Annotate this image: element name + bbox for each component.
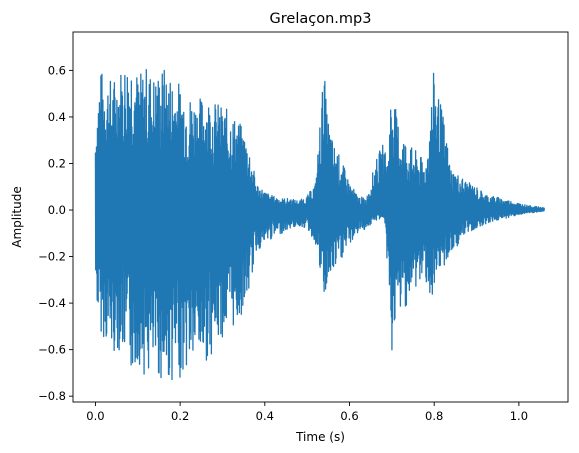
x-tick-label: 0.0 <box>86 409 104 423</box>
y-axis-label: Amplitude <box>10 186 24 248</box>
waveform-series <box>94 68 545 381</box>
y-tick-label: 0.6 <box>48 63 66 77</box>
plot-area-frame <box>72 31 569 403</box>
y-tick-label: −0.6 <box>38 343 66 357</box>
waveform-line-0 <box>94 68 545 381</box>
y-tick-label: −0.2 <box>38 250 66 264</box>
y-axis-ticks: −0.8 −0.6 −0.4 −0.2 0.0 0.2 0.4 0.6 <box>38 63 73 403</box>
x-tick-label: 0.8 <box>425 409 443 423</box>
x-axis-label: Time (s) <box>295 430 345 444</box>
chart-title: Grelaçon.mp3 <box>270 11 372 27</box>
y-tick-label: 0.0 <box>48 203 66 217</box>
x-tick-label: 0.4 <box>256 409 274 423</box>
y-tick-label: 0.2 <box>48 156 66 170</box>
x-axis-ticks: 0.0 0.2 0.4 0.6 0.8 1.0 <box>86 402 528 423</box>
x-tick-label: 0.2 <box>171 409 189 423</box>
y-tick-label: −0.4 <box>38 296 66 310</box>
x-tick-label: 0.6 <box>340 409 358 423</box>
x-tick-label: 1.0 <box>510 409 528 423</box>
y-tick-label: −0.8 <box>38 389 66 403</box>
y-tick-label: 0.4 <box>48 110 66 124</box>
